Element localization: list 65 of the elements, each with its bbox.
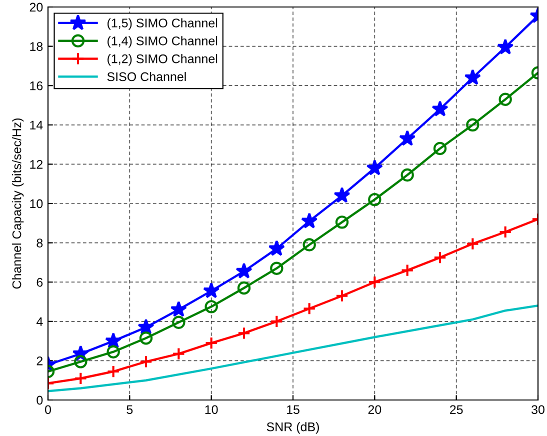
point <box>335 289 349 302</box>
point <box>270 314 284 328</box>
point <box>268 240 285 256</box>
point <box>172 347 186 360</box>
point <box>433 142 447 156</box>
y-tick-label: 6 <box>36 278 43 287</box>
x-axis-title: SNR (dB) <box>266 422 319 434</box>
point <box>464 69 481 85</box>
point <box>74 372 88 385</box>
point <box>400 264 414 277</box>
legend-label: (1,4) SIMO Channel <box>108 36 218 48</box>
point <box>139 355 153 368</box>
y-tick-label: 10 <box>30 199 43 208</box>
point <box>432 100 448 116</box>
y-tick-label: 0 <box>36 396 43 405</box>
y-tick-label: 12 <box>30 160 43 169</box>
x-tick-label: 15 <box>287 405 300 414</box>
point <box>498 92 512 106</box>
point <box>302 302 316 316</box>
x-tick-label: 30 <box>532 405 544 414</box>
point <box>106 345 120 358</box>
point <box>466 118 480 132</box>
x-tick-label: 25 <box>450 405 463 414</box>
point <box>237 281 251 295</box>
point <box>105 332 122 348</box>
line-series <box>48 304 538 392</box>
point <box>466 237 480 250</box>
y-tick-label: 16 <box>30 81 43 90</box>
point <box>498 225 512 239</box>
point <box>335 216 349 229</box>
y-axis-title: Channel Capacity (bits/sec/Hz) <box>12 118 24 289</box>
x-tick-label: 10 <box>205 405 218 414</box>
point <box>302 238 316 252</box>
y-tick-label: 20 <box>30 2 43 12</box>
y-tick-label: 14 <box>30 120 43 130</box>
x-tick-label: 20 <box>368 405 382 414</box>
legend-label: (1,5) SIMO Channel <box>108 18 218 30</box>
point <box>204 300 218 314</box>
point <box>170 300 187 317</box>
point <box>400 168 414 182</box>
point <box>139 332 153 345</box>
point <box>270 262 284 275</box>
point <box>203 282 220 298</box>
point <box>334 186 350 203</box>
point <box>204 336 218 350</box>
y-tick-label: 4 <box>36 317 43 326</box>
y-tick-label: 8 <box>36 238 43 248</box>
point <box>497 38 514 55</box>
legend-label: SISO Channel <box>107 72 186 82</box>
y-tick-label: 18 <box>30 42 43 51</box>
point <box>366 159 383 176</box>
point <box>368 192 382 206</box>
point <box>172 316 186 329</box>
legend-label: (1,2) SIMO Channel <box>108 54 218 66</box>
point <box>106 364 120 378</box>
x-tick-label: 0 <box>45 405 51 414</box>
point <box>301 212 318 228</box>
point <box>399 130 416 146</box>
point <box>433 250 447 264</box>
point <box>236 262 252 279</box>
x-tick-label: 5 <box>126 405 133 414</box>
point <box>368 276 382 289</box>
point <box>74 355 88 368</box>
point <box>237 326 251 340</box>
y-tick-label: 2 <box>36 356 43 366</box>
